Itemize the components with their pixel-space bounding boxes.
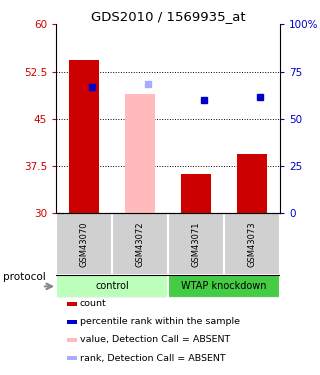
Text: control: control	[95, 281, 129, 291]
Bar	[67, 338, 77, 342]
Text: protocol: protocol	[3, 272, 46, 282]
Bar	[224, 213, 280, 275]
Text: GSM43071: GSM43071	[191, 222, 201, 267]
Text: count: count	[80, 299, 106, 308]
Text: rank, Detection Call = ABSENT: rank, Detection Call = ABSENT	[80, 354, 225, 363]
Bar	[180, 174, 212, 213]
Bar	[67, 320, 77, 324]
Bar	[56, 213, 112, 275]
Bar	[67, 302, 77, 306]
Text: percentile rank within the sample: percentile rank within the sample	[80, 317, 239, 326]
Text: GSM43070: GSM43070	[79, 222, 89, 267]
Bar	[67, 356, 77, 360]
Text: WTAP knockdown: WTAP knockdown	[181, 281, 267, 291]
Bar	[168, 213, 224, 275]
Bar	[236, 153, 268, 213]
Text: GSM43073: GSM43073	[247, 222, 257, 267]
Text: value, Detection Call = ABSENT: value, Detection Call = ABSENT	[80, 335, 230, 344]
Title: GDS2010 / 1569935_at: GDS2010 / 1569935_at	[91, 10, 245, 23]
Bar	[68, 60, 100, 213]
Bar	[168, 275, 280, 297]
Bar	[124, 94, 156, 213]
Bar	[56, 275, 168, 297]
Text: GSM43072: GSM43072	[135, 222, 145, 267]
Bar	[112, 213, 168, 275]
